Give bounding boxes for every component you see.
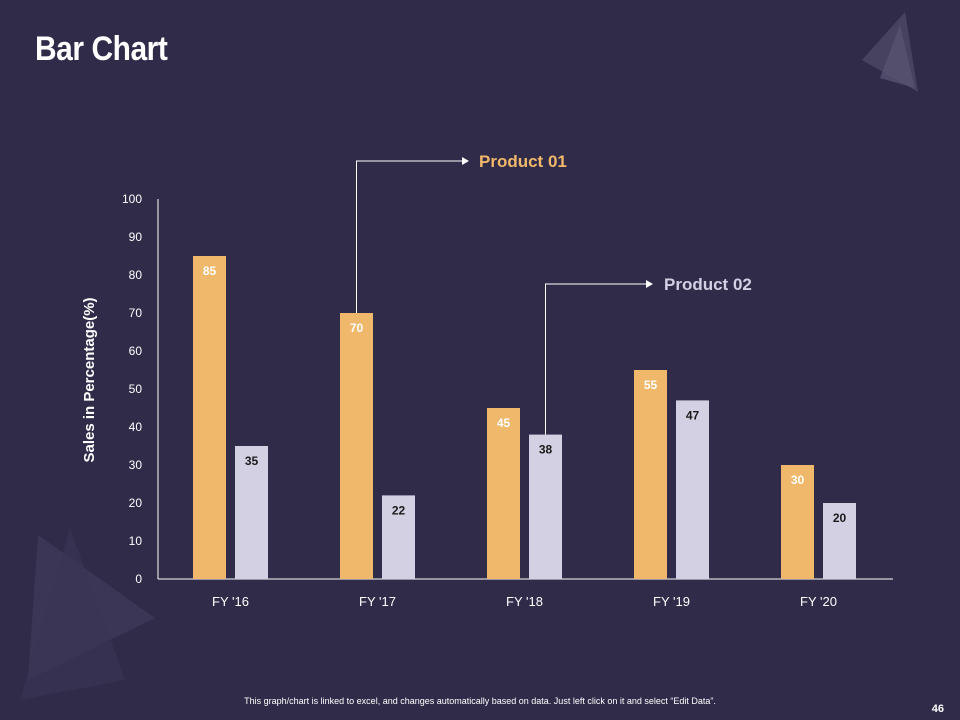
callout-line [356,160,468,313]
bar [676,400,709,579]
data-label: 85 [203,264,217,278]
decorative-shapes [20,12,918,700]
data-label: 70 [350,321,364,335]
chart-bars [193,256,856,579]
y-tick-label: 70 [129,306,143,320]
y-tick-label: 0 [135,572,142,586]
data-label: 38 [539,443,553,457]
page-number: 46 [931,703,944,715]
y-tick-label: 40 [129,420,143,434]
decor-triangle-top-right-inner [880,25,915,88]
data-label: 35 [245,454,259,468]
decor-triangle-bottom-left-inner [20,528,125,700]
data-label: 47 [686,408,700,422]
data-label: 55 [644,378,658,392]
y-tick-label: 80 [129,268,143,282]
callout-arrowhead [646,280,653,288]
data-label: 22 [392,503,406,517]
chart-axes [157,199,893,580]
bar [529,434,562,579]
bar [781,465,814,579]
y-tick-label: 90 [129,230,143,244]
chart-data-labels: 85 35 70 22 45 38 55 47 30 20 [203,264,847,525]
bar [823,503,856,579]
y-tick-label: 50 [129,382,143,396]
data-label: 45 [497,416,511,430]
bar [340,313,373,579]
y-tick-label: 60 [129,344,143,358]
legend-label: Product 02 [664,275,752,294]
slide-title: Bar Chart [35,30,168,68]
data-label: 30 [791,473,805,487]
y-axis-label: Sales in Percentage(%) [81,297,98,462]
x-tick-label: FY '20 [800,594,837,609]
x-tick-label: FY '16 [212,594,249,609]
x-tick-label: FY '18 [506,594,543,609]
x-axis-categories: FY '16 FY '17 FY '18 FY '19 FY '20 [212,594,837,609]
bar [235,446,268,579]
footer-note: This graph/chart is linked to excel, and… [244,696,716,706]
bar [487,408,520,579]
y-tick-label: 100 [122,192,142,206]
x-tick-label: FY '17 [359,594,396,609]
bar [193,256,226,579]
y-tick-label: 30 [129,458,143,472]
y-tick-label: 10 [129,534,143,548]
y-tick-label: 20 [129,496,143,510]
bar [634,370,667,579]
callout-line [545,283,652,435]
x-tick-label: FY '19 [653,594,690,609]
y-axis-ticks: 0 10 20 30 40 50 60 70 80 90 100 [122,192,142,586]
legend-label: Product 01 [479,152,567,171]
data-label: 20 [833,511,847,525]
series-callouts: Product 01 Product 02 [356,152,752,435]
callout-arrowhead [462,157,469,165]
bar [382,495,415,579]
